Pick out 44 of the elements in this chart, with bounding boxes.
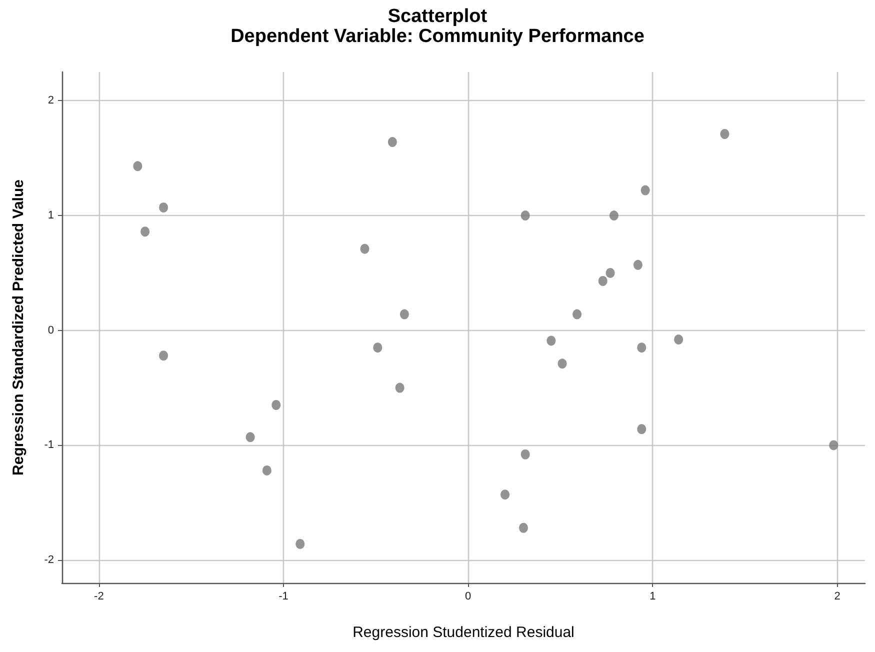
- point: [674, 334, 684, 345]
- point: [609, 210, 618, 221]
- point: [572, 309, 582, 320]
- y-tick-label: -2: [44, 554, 54, 566]
- point: [296, 538, 305, 549]
- x-tick-label: 2: [834, 590, 840, 602]
- point: [140, 226, 150, 237]
- y-tick-label: 1: [48, 210, 54, 222]
- point: [262, 465, 272, 476]
- point: [637, 424, 646, 434]
- x-tick-label: 1: [650, 590, 656, 602]
- point: [558, 358, 567, 369]
- point: [360, 244, 370, 254]
- point: [546, 336, 556, 346]
- point: [159, 350, 168, 361]
- y-tick-label: 0: [48, 324, 54, 336]
- point: [520, 210, 530, 221]
- point: [520, 449, 530, 460]
- point: [395, 382, 404, 393]
- y-tick-label: 2: [48, 94, 54, 107]
- point: [133, 161, 142, 172]
- point: [400, 309, 409, 320]
- point: [720, 129, 730, 140]
- x-tick-label: -2: [94, 590, 104, 602]
- point: [246, 432, 255, 442]
- point: [272, 400, 281, 410]
- x-tick-label: 0: [465, 590, 472, 602]
- point: [500, 490, 510, 500]
- point: [829, 440, 838, 450]
- y-axis-title: Regression Standardized Predicted Value: [10, 180, 27, 476]
- x-tick-label: -1: [278, 590, 288, 602]
- x-axis-title: Regression Studentized Residual: [352, 624, 574, 641]
- point: [598, 276, 608, 286]
- chart-subtitle: Dependent Variable: Community Performance: [230, 26, 644, 47]
- point: [633, 260, 642, 270]
- point: [159, 202, 168, 212]
- y-tick-label: -1: [44, 439, 54, 452]
- chart-title: Scatterplot: [388, 6, 488, 27]
- point: [637, 342, 646, 353]
- point: [373, 342, 382, 353]
- point: [388, 137, 397, 148]
- point: [606, 268, 615, 278]
- point: [640, 185, 650, 196]
- point: [519, 522, 528, 533]
